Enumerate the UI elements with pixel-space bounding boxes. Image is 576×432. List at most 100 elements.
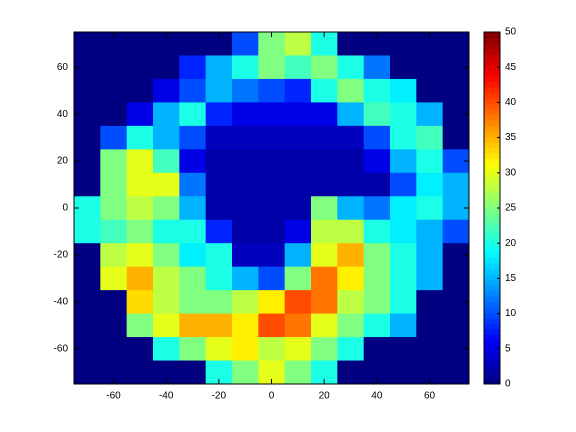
heat-cell xyxy=(390,125,417,150)
heat-cell xyxy=(74,102,101,127)
colorbar-segment xyxy=(484,373,500,379)
heat-cell xyxy=(363,266,391,291)
colorbar-segment xyxy=(484,252,500,258)
heat-cell xyxy=(337,243,365,268)
heat-cell xyxy=(390,290,417,315)
colorbar-segment xyxy=(484,147,500,154)
heat-cell xyxy=(258,55,286,80)
heat-cell xyxy=(416,102,444,127)
heat-cell xyxy=(284,78,312,103)
heat-cell xyxy=(311,125,338,150)
heat-cell xyxy=(311,266,338,291)
heat-cell xyxy=(390,32,417,56)
colorbar-segment xyxy=(484,103,500,110)
heat-cell xyxy=(153,360,180,385)
heat-cell xyxy=(416,149,444,174)
y-tick-label: -60 xyxy=(54,343,69,354)
colorbar-segment xyxy=(484,65,500,71)
x-tick-label: -60 xyxy=(106,391,121,402)
colorbar-segment xyxy=(484,301,500,308)
heat-cell xyxy=(100,55,128,80)
colorbar-tick-label: 0 xyxy=(505,379,511,390)
colorbar-segment xyxy=(484,142,500,148)
heat-cell xyxy=(179,266,207,291)
heat-cell xyxy=(258,219,286,244)
heat-cell xyxy=(153,172,180,197)
heat-cell xyxy=(390,313,417,338)
heat-cell xyxy=(258,196,286,221)
heat-cell xyxy=(100,313,128,338)
colorbar-tick-label: 45 xyxy=(505,62,517,73)
colorbar-segment xyxy=(484,197,500,203)
heat-cell xyxy=(258,102,286,127)
y-tick-label: -20 xyxy=(54,250,69,261)
heat-cell xyxy=(100,243,128,268)
heat-cell xyxy=(363,337,391,362)
colorbar-segment xyxy=(484,208,500,214)
heat-cell xyxy=(442,55,470,80)
heat-cell xyxy=(232,125,259,150)
heat-cell xyxy=(205,337,233,362)
heat-cell xyxy=(100,125,128,150)
heat-cell xyxy=(284,290,312,315)
colorbar-segment xyxy=(484,32,500,38)
colorbar-segment xyxy=(484,202,500,209)
heat-cell xyxy=(416,266,444,291)
heat-cell xyxy=(232,196,259,221)
heat-cell xyxy=(258,149,286,174)
heat-cell xyxy=(74,172,101,197)
heat-cell xyxy=(179,196,207,221)
colorbar-segment xyxy=(484,285,500,291)
heat-cell xyxy=(100,290,128,315)
colorbar-segment xyxy=(484,312,500,319)
heat-cell xyxy=(311,78,338,103)
heat-cell xyxy=(337,313,365,338)
colorbar-tick-label: 5 xyxy=(505,343,511,354)
heat-cell xyxy=(74,55,101,80)
heat-cell xyxy=(100,219,128,244)
heat-cell xyxy=(232,313,259,338)
heat-cell xyxy=(258,290,286,315)
heat-cell xyxy=(442,219,470,244)
heat-cell xyxy=(284,337,312,362)
heat-cell xyxy=(337,78,365,103)
heat-cell xyxy=(126,266,154,291)
heat-cell xyxy=(442,172,470,197)
heat-cell xyxy=(179,55,207,80)
heat-cell xyxy=(337,290,365,315)
heat-cell xyxy=(126,78,154,103)
heat-cell xyxy=(258,125,286,150)
heat-cell xyxy=(153,32,180,56)
heat-cell xyxy=(416,219,444,244)
heat-cell xyxy=(100,196,128,221)
heat-cell xyxy=(416,337,444,362)
heat-cell xyxy=(258,78,286,103)
heat-cell xyxy=(416,290,444,315)
colorbar-tick-label: 10 xyxy=(505,308,517,319)
heat-cell xyxy=(153,102,180,127)
heat-cell xyxy=(74,32,101,56)
heat-cell xyxy=(100,172,128,197)
heat-cell xyxy=(205,266,233,291)
colorbar-segment xyxy=(484,257,500,264)
heat-cell xyxy=(100,78,128,103)
heat-cell xyxy=(284,149,312,174)
heat-cell xyxy=(74,337,101,362)
x-tick-label: 20 xyxy=(319,391,331,402)
heat-cell xyxy=(205,125,233,150)
heat-cell xyxy=(390,102,417,127)
colorbar-segment xyxy=(484,81,500,88)
colorbar-segment xyxy=(484,329,500,335)
colorbar-tick-label: 50 xyxy=(505,27,517,38)
heat-cell xyxy=(74,219,101,244)
heat-cell xyxy=(153,290,180,315)
colorbar-segment xyxy=(484,224,500,231)
colorbar-segment xyxy=(484,37,500,44)
colorbar-segment xyxy=(484,59,500,66)
heat-cell xyxy=(205,196,233,221)
heat-cell xyxy=(337,102,365,127)
heat-cell xyxy=(363,360,391,385)
colorbar-segment xyxy=(484,356,500,363)
heat-cell xyxy=(337,149,365,174)
